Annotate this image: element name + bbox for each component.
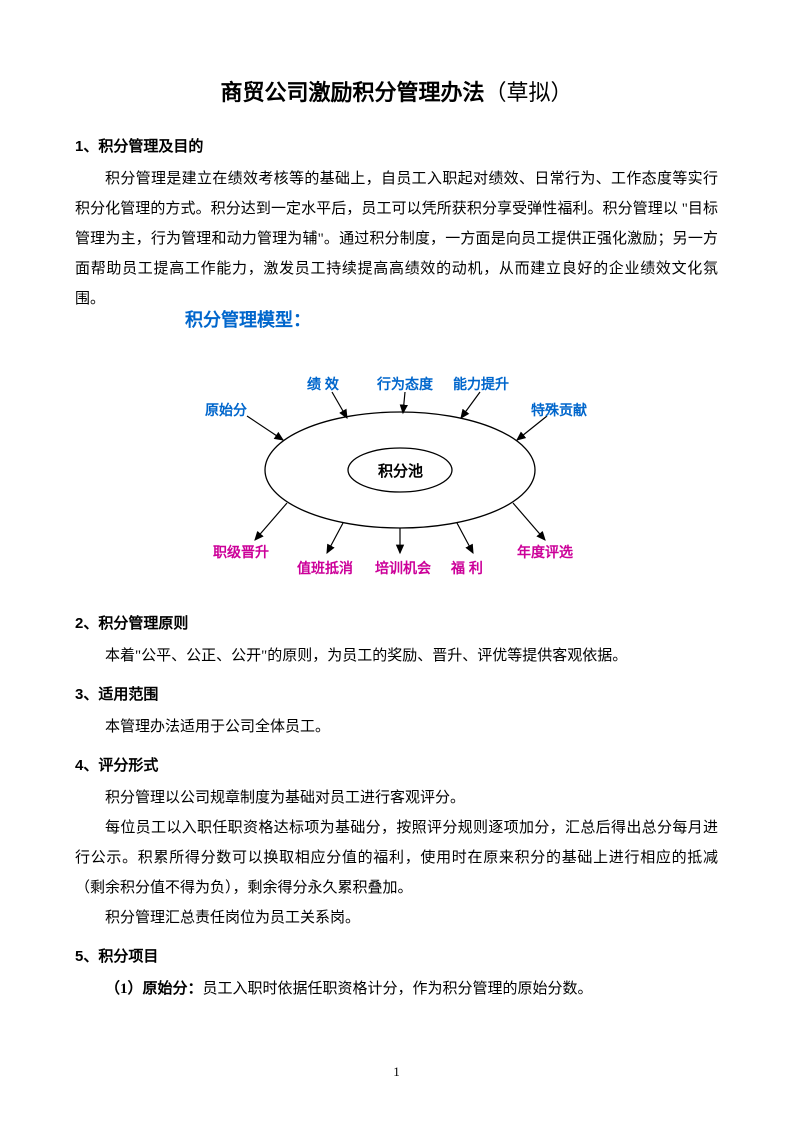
- output-promotion-label: 职级晋升: [213, 542, 269, 562]
- item-1-label: （1）原始分：: [105, 981, 203, 997]
- section-4-paragraph-3: 积分管理汇总责任岗位为员工关系岗。: [75, 903, 718, 933]
- section-5-heading: 5、积分项目: [75, 945, 718, 966]
- input-original-label: 原始分: [205, 400, 247, 420]
- output-training-label: 培训机会: [375, 558, 431, 578]
- section-4-paragraph-1: 积分管理以公司规章制度为基础对员工进行客观评分。: [75, 783, 718, 813]
- section-3-heading: 3、适用范围: [75, 683, 718, 704]
- section-2-heading: 2、积分管理原则: [75, 612, 718, 633]
- title-main: 商贸公司激励积分管理办法: [220, 80, 484, 105]
- diagram-title: 积分管理模型：: [185, 306, 718, 332]
- title-draft: （草拟）: [485, 80, 573, 105]
- section-1-heading: 1、积分管理及目的: [75, 135, 718, 156]
- input-contribution-label: 特殊贡献: [531, 400, 587, 420]
- section-3-paragraph: 本管理办法适用于公司全体员工。: [75, 712, 718, 742]
- section-4-heading: 4、评分形式: [75, 754, 718, 775]
- points-model-diagram: 积分池 原始分 绩 效 行为态度 能力提升 特殊贡献 职级晋升 值班抵消 培训机…: [185, 340, 615, 600]
- document-title: 商贸公司激励积分管理办法（草拟）: [75, 75, 718, 107]
- output-welfare-label: 福 利: [451, 558, 483, 578]
- diagram-center-label: 积分池: [378, 460, 423, 481]
- section-4-paragraph-2: 每位员工以入职任职资格达标项为基础分，按照评分规则逐项加分，汇总后得出总分每月进…: [75, 813, 718, 903]
- output-duty-label: 值班抵消: [297, 558, 353, 578]
- section-5-item-1: （1）原始分：员工入职时依据任职资格计分，作为积分管理的原始分数。: [75, 974, 718, 1004]
- diagram-container: 积分管理模型： 积分池 原始: [75, 306, 718, 600]
- section-2-paragraph: 本着"公平、公正、公开"的原则，为员工的奖励、晋升、评优等提供客观依据。: [75, 641, 718, 671]
- section-1-paragraph: 积分管理是建立在绩效考核等的基础上，自员工入职起对绩效、日常行为、工作态度等实行…: [75, 164, 718, 314]
- page-number: 1: [0, 1064, 793, 1080]
- input-attitude-label: 行为态度: [377, 374, 433, 394]
- input-performance-label: 绩 效: [307, 374, 339, 394]
- item-1-text: 员工入职时依据任职资格计分，作为积分管理的原始分数。: [203, 981, 593, 997]
- input-ability-label: 能力提升: [453, 374, 509, 394]
- output-annual-label: 年度评选: [517, 542, 573, 562]
